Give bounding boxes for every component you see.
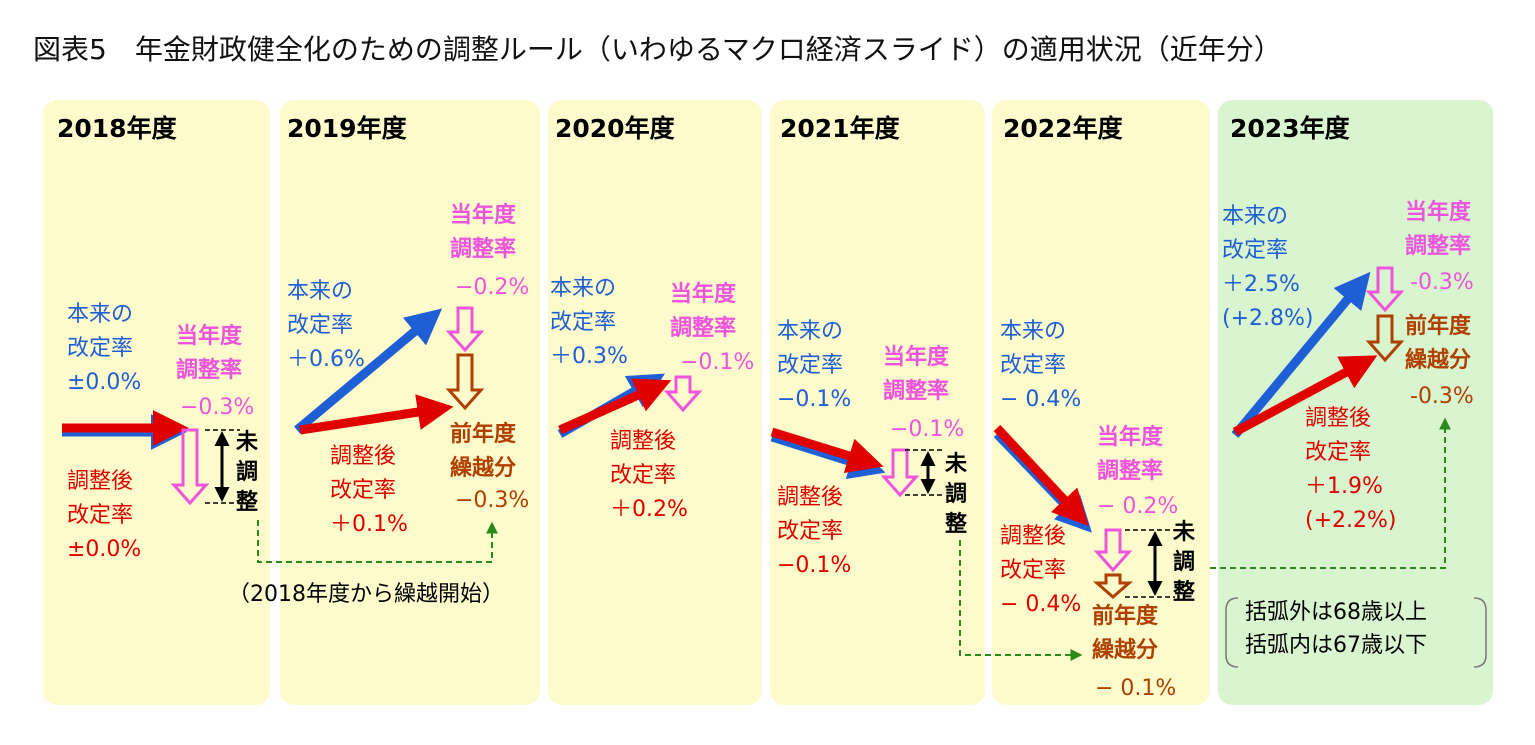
original-arrow — [1231, 271, 1371, 438]
original-rate: 本来の 改定率 ±0.0% — [67, 302, 142, 395]
original-arrow — [770, 432, 886, 480]
adjustment-rate: −0.2% — [455, 275, 530, 300]
carry-link — [257, 520, 498, 563]
year: 2018年度 — [57, 114, 177, 143]
note-bracket — [1225, 597, 1487, 668]
adjusted-arrow — [1232, 355, 1378, 436]
adjustment-label: 当年度 調整率 — [176, 324, 243, 383]
carryover: − 0.1% — [1095, 676, 1177, 701]
carryover-arrow — [1093, 573, 1133, 599]
year: 2019年度 — [287, 114, 407, 143]
original-rate: 本来の 改定率 − 0.4% — [1000, 319, 1082, 412]
age-note: 括弧外は68歳以上 括弧内は67歳以下 — [1245, 600, 1427, 658]
panel — [280, 100, 540, 705]
title: 図表5 年金財政健全化のための調整ルール（いわゆるマクロ経済スライド）の適用状況… — [33, 33, 1282, 66]
adjustment-label: 当年度 調整率 — [670, 282, 737, 341]
adjusted-rate: 調整後 改定率 − 0.4% — [1000, 524, 1082, 617]
adjustment-arrow — [1365, 266, 1405, 313]
adjusted-arrow — [770, 427, 884, 474]
adjusted-rate: 調整後 改定率 ＋1.9% (+2.2%) — [1305, 406, 1397, 533]
carry-link — [1210, 417, 1451, 569]
original-rate: 本来の 改定率 ＋0.6% — [287, 279, 365, 372]
original-rate: 本来の 改定率 −0.1% — [777, 319, 852, 412]
panel — [770, 100, 985, 705]
year: 2020年度 — [555, 114, 675, 143]
adjustment-label: 当年度 調整率 — [883, 345, 950, 404]
adjustment-arrow — [445, 306, 485, 353]
panel — [548, 100, 762, 705]
adjustment-rate: −0.1% — [680, 350, 755, 375]
bracket — [1473, 597, 1487, 668]
adjustment-label: 当年度 調整率 — [1097, 425, 1164, 484]
dashed-guide — [205, 429, 240, 504]
year: 2022年度 — [1003, 114, 1123, 143]
adjusted-arrow — [993, 424, 1089, 527]
adjustment-arrow — [170, 428, 210, 506]
adjusted-arrow — [299, 394, 454, 435]
rate-arrows — [62, 271, 1378, 533]
hollow-arrows — [170, 266, 1405, 599]
adjusted-rate: 調整後 改定率 ±0.0% — [67, 469, 142, 562]
adjustment-rate: −0.1% — [890, 417, 965, 442]
adjustment-rate: −0.3% — [180, 395, 255, 420]
adjusted-arrow — [558, 378, 672, 435]
adjustment-label: 当年度 調整率 — [1405, 200, 1472, 259]
bracket — [1225, 597, 1239, 668]
adjustment-label: 当年度 調整率 — [450, 203, 517, 262]
unadjusted-markers — [205, 429, 1175, 598]
adjustment-rate: − 0.2% — [1097, 494, 1179, 519]
carryover-label: 前年度 繰越分 — [450, 422, 517, 481]
original-rate: 本来の 改定率 ＋2.5% (+2.8%) — [1222, 204, 1314, 331]
carryover-arrow — [1365, 314, 1405, 363]
carryover-arrow — [445, 353, 485, 411]
panel — [43, 100, 270, 705]
carryover: −0.3% — [455, 488, 530, 513]
adjusted-rate: 調整後 改定率 −0.1% — [777, 485, 852, 578]
dashed-guide — [1125, 529, 1175, 598]
original-arrow — [294, 308, 443, 434]
adjustment-arrow — [880, 448, 920, 498]
panels — [43, 100, 1493, 705]
adjustment-arrow — [663, 375, 703, 413]
panel — [1218, 100, 1493, 705]
carry-link — [959, 540, 1083, 661]
carryover-note: （2018年度から繰越開始） — [228, 582, 504, 607]
carry-links — [257, 417, 1451, 661]
adjusted-rate: 調整後 改定率 ＋0.2% — [610, 429, 688, 522]
dashed-guide — [905, 449, 945, 496]
carryover-label: 前年度 繰越分 — [1405, 314, 1472, 373]
year: 2023年度 — [1230, 114, 1350, 143]
adjusted-rate: 調整後 改定率 ＋0.1% — [330, 444, 408, 537]
year: 2021年度 — [780, 114, 900, 143]
carryover-label: 前年度 繰越分 — [1092, 604, 1159, 663]
unadjusted: 未 調 整 — [945, 452, 968, 537]
carryover: -0.3% — [1410, 384, 1474, 409]
adjustment-arrow — [1093, 528, 1133, 573]
unadjusted: 未 調 整 — [236, 430, 259, 515]
unadjusted: 未 調 整 — [1173, 520, 1196, 605]
original-rate: 本来の 改定率 ＋0.3% — [550, 276, 628, 369]
adjustment-rate: -0.3% — [1410, 270, 1474, 295]
